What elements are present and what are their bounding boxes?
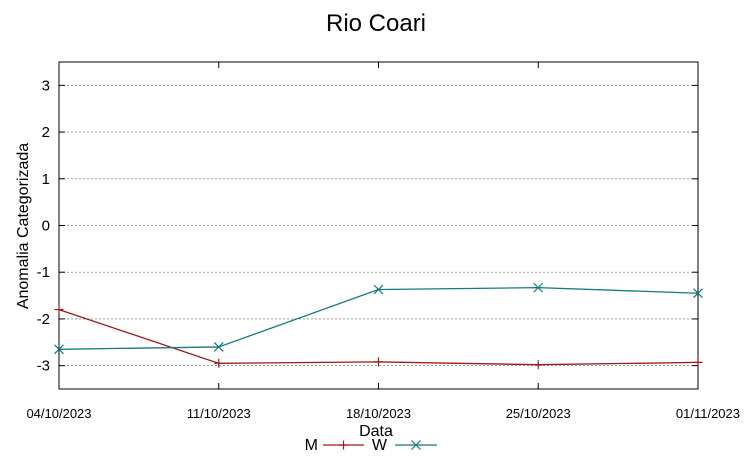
y-tick-label: 0 [42,218,50,235]
data-point-x [411,440,421,450]
data-point-plus [214,358,224,368]
data-point-x [693,288,703,299]
x-tick-label: 04/10/2023 [26,406,91,421]
y-tick-label: -3 [37,358,50,375]
y-tick-label: 3 [42,77,50,94]
data-point-plus [54,305,64,315]
series-W [54,282,703,355]
y-tick-label: -1 [37,264,50,281]
data-point-x [54,344,64,355]
x-tick-label: 18/10/2023 [346,406,411,421]
x-tick-label: 11/10/2023 [187,406,251,421]
data-point-plus [533,360,543,370]
plot-frame [58,61,699,390]
y-tick-label: -2 [37,311,50,328]
data-point-plus [374,357,383,367]
x-axis-ticks: 04/10/2023 11/10/2023 18/10/2023 25/10/2023… [26,62,740,421]
chart-title: Rio Coari [326,10,426,37]
series-M [54,305,703,370]
x-tick-label: 01/11/2023 [676,406,740,421]
y-axis-ticks: 3 2 1 0 -1 -2 -3 [37,77,698,375]
gridlines [59,84,698,367]
x-axis-label: Data [359,423,393,440]
data-point-x [533,282,544,293]
data-point-plus [693,357,703,367]
data-point-x [373,284,384,295]
y-tick-label: 1 [42,171,50,188]
y-tick-label: 2 [42,124,50,141]
series-line [58,286,699,350]
x-tick-label: 25/10/2023 [506,406,571,421]
data-point-x [213,342,224,352]
y-axis-label: Anomalia Categorizada [15,143,32,309]
legend-label: W [372,437,388,454]
series-line [58,308,699,366]
legend-label: M [305,437,318,454]
series-group [54,282,703,370]
data-point-plus [339,440,348,450]
